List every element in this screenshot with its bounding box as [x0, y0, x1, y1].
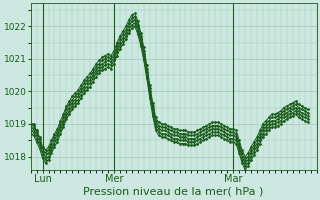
X-axis label: Pression niveau de la mer( hPa ): Pression niveau de la mer( hPa ) [84, 187, 264, 197]
